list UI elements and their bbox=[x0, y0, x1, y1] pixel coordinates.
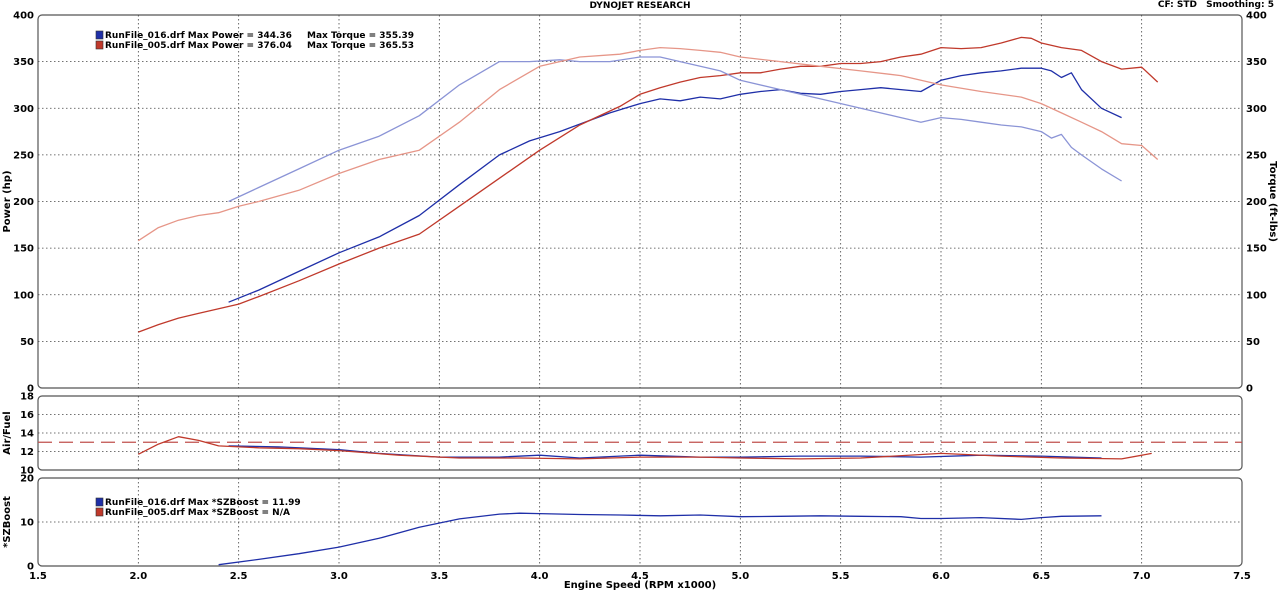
series-line bbox=[138, 436, 1152, 460]
y-tick-label: 300 bbox=[13, 104, 34, 115]
x-tick-label: 3.5 bbox=[430, 571, 448, 582]
y-tick-label: 14 bbox=[20, 429, 34, 440]
legend-swatch bbox=[95, 507, 104, 517]
legend-boost-text: RunFile_016.drf Max *SZBoost = 11.99 bbox=[105, 498, 301, 508]
y-tick-label: 250 bbox=[13, 150, 34, 161]
legend-torque-text: Max Torque = 365.53 bbox=[307, 41, 414, 51]
x-tick-label: 1.5 bbox=[29, 571, 47, 582]
x-tick-label: 5.0 bbox=[731, 571, 749, 582]
x-tick-label: 3.0 bbox=[330, 571, 348, 582]
y2-tick-label: 250 bbox=[1246, 150, 1267, 161]
x-tick-label: 2.5 bbox=[230, 571, 248, 582]
y-tick-label: 12 bbox=[20, 447, 34, 458]
air-fuel-panel: 10 12 14 16 18 Air/Fuel bbox=[2, 392, 1243, 477]
y-tick-label: 18 bbox=[20, 392, 34, 403]
y-axis-title: Air/Fuel bbox=[2, 411, 13, 454]
series-line bbox=[228, 56, 1122, 203]
x-tick-label: 7.5 bbox=[1233, 571, 1251, 582]
y2-tick-label: 400 bbox=[1246, 11, 1267, 22]
series-line bbox=[137, 46, 1159, 242]
y-axis-title: *SZBoost bbox=[2, 496, 13, 548]
y-tick-label: 0 bbox=[27, 384, 34, 395]
y-tick-label: 50 bbox=[20, 337, 34, 348]
y-tick-label: 10 bbox=[20, 466, 34, 477]
y2-tick-label: 50 bbox=[1246, 337, 1260, 348]
legend-power-text: RunFile_016.drf Max Power = 344.36 bbox=[105, 31, 292, 41]
x-tick-label: 7.0 bbox=[1133, 571, 1151, 582]
y-tick-label: 10 bbox=[20, 518, 34, 529]
x-axis-title: Engine Speed (RPM x1000) bbox=[564, 580, 716, 590]
series-line bbox=[138, 36, 1159, 333]
y-axis-title: Power (hp) bbox=[2, 170, 13, 232]
y-tick-label: 20 bbox=[20, 474, 34, 485]
y-tick-label: 400 bbox=[13, 11, 34, 22]
x-tick-label: 6.0 bbox=[932, 571, 950, 582]
y2-tick-label: 0 bbox=[1246, 384, 1253, 395]
legend-power-text: RunFile_005.drf Max Power = 376.04 bbox=[105, 41, 292, 51]
y2-tick-label: 300 bbox=[1246, 104, 1267, 115]
x-tick-label: 6.5 bbox=[1032, 571, 1050, 582]
legend-swatch bbox=[95, 40, 104, 50]
correction-info: CF: STD Smoothing: 5 bbox=[1152, 0, 1274, 10]
y-tick-label: 150 bbox=[13, 244, 34, 255]
x-tick-label: 2.0 bbox=[129, 571, 147, 582]
legend-swatch bbox=[95, 30, 104, 40]
y-tick-label: 0 bbox=[27, 562, 34, 573]
x-tick-label: 4.0 bbox=[531, 571, 549, 582]
legend-swatch bbox=[95, 497, 104, 507]
y2-tick-label: 200 bbox=[1246, 197, 1267, 208]
series-line bbox=[218, 512, 1102, 566]
y-tick-label: 350 bbox=[13, 57, 34, 68]
y2-tick-label: 100 bbox=[1246, 290, 1267, 301]
y2-tick-label: 150 bbox=[1246, 244, 1267, 255]
power-torque-panel: 0 0 50 50 100 100 150 150 200 200 250 250 300 300 350 3… bbox=[2, 11, 1278, 395]
y-tick-label: 16 bbox=[20, 410, 34, 421]
y2-axis-title: Torque (ft-lbs) bbox=[1267, 161, 1278, 242]
boost-panel: 0 10 20 *SZBoost RunFile_016.drf Max *SZBoos… bbox=[2, 474, 1251, 590]
smoothing-label: Smoothing: 5 bbox=[1206, 0, 1274, 10]
legend-torque-text: Max Torque = 355.39 bbox=[307, 31, 414, 41]
y-tick-label: 100 bbox=[13, 290, 34, 301]
y-tick-label: 200 bbox=[13, 197, 34, 208]
chart-title: DYNOJET RESEARCH bbox=[589, 1, 691, 11]
x-tick-label: 5.5 bbox=[832, 571, 850, 582]
y2-tick-label: 350 bbox=[1246, 57, 1267, 68]
legend-boost-text: RunFile_005.drf Max *SZBoost = N/A bbox=[105, 508, 290, 518]
correction-factor-label: CF: STD bbox=[1157, 0, 1197, 10]
x-tick-label: 4.5 bbox=[631, 571, 649, 582]
